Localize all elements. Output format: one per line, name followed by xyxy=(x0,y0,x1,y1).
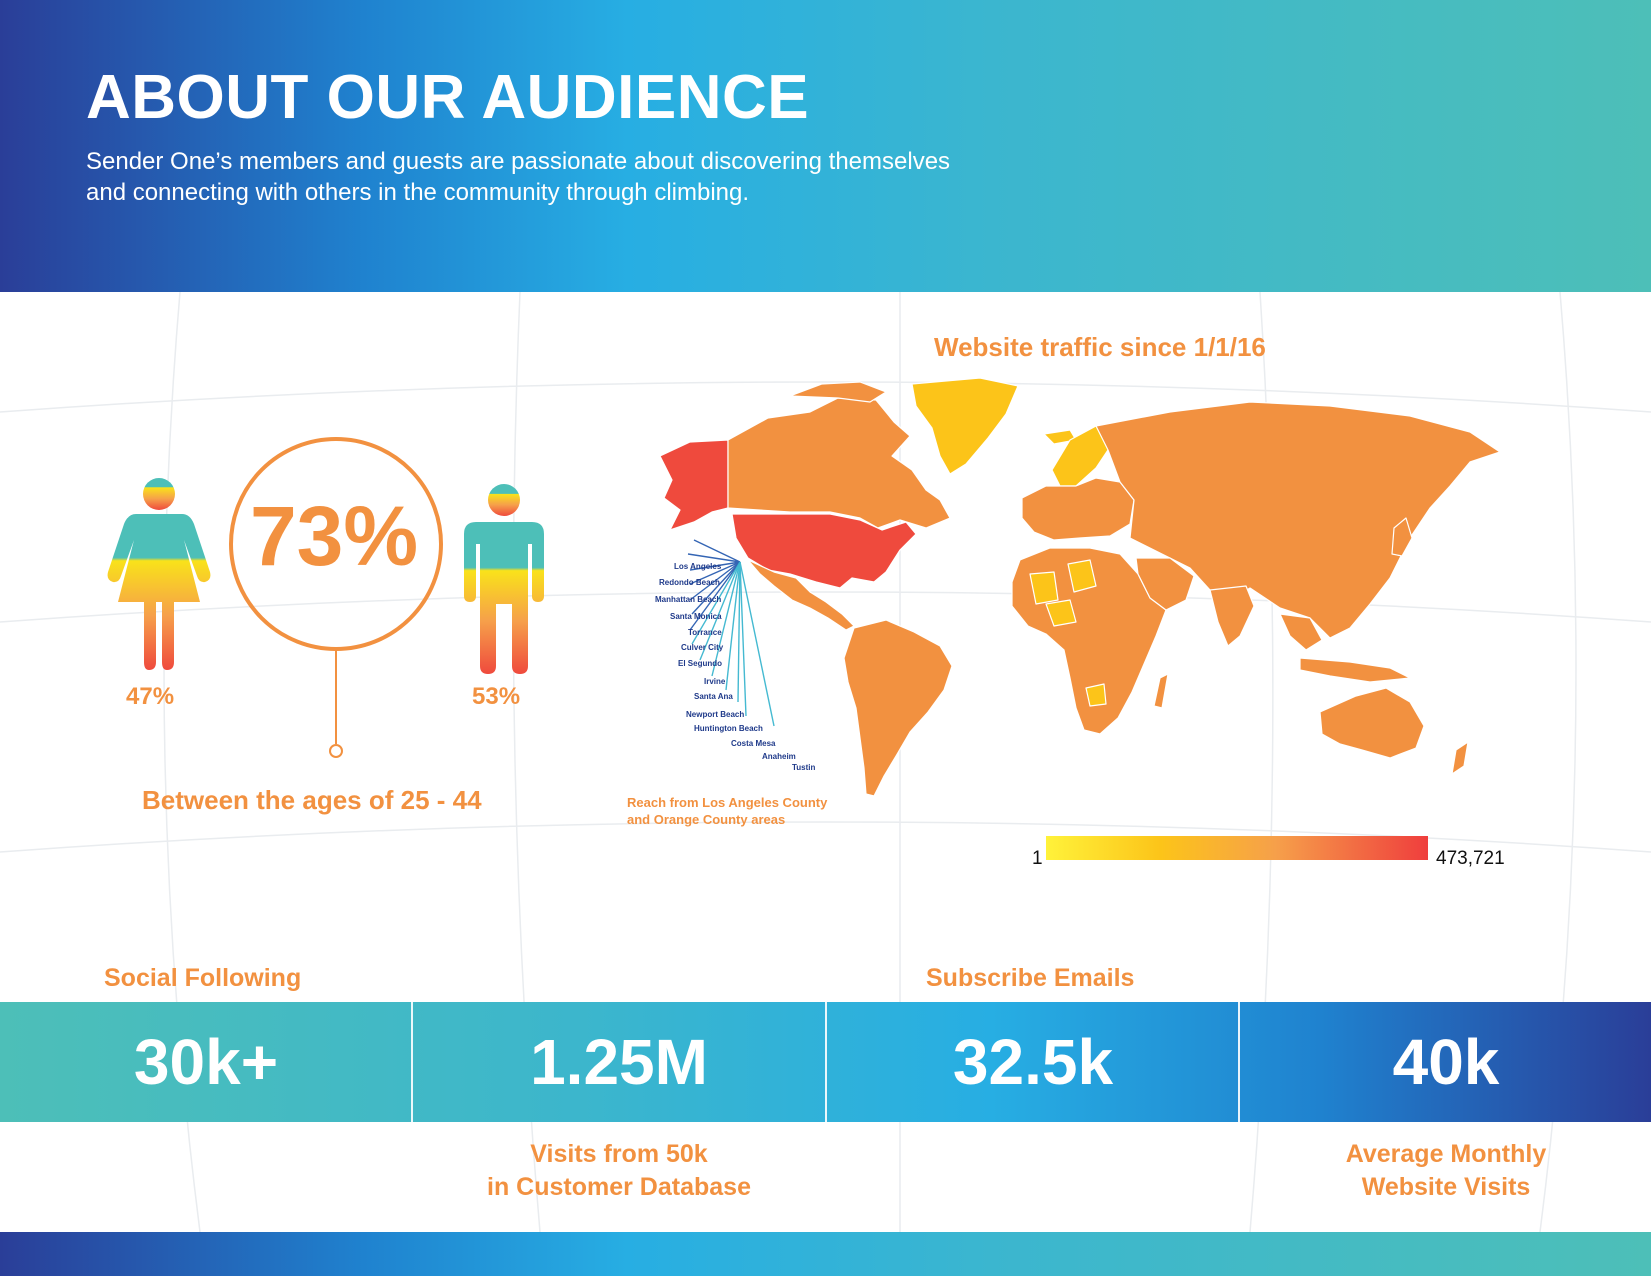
city-label: Manhattan Beach xyxy=(655,595,722,604)
subscribe-emails-label: Subscribe Emails xyxy=(926,964,1135,992)
female-icon xyxy=(107,478,211,670)
monthly-visits-value: 40k xyxy=(1392,1026,1500,1098)
male-icon xyxy=(464,484,544,674)
city-label: Culver City xyxy=(681,643,724,652)
male-percentage: 53% xyxy=(472,683,521,710)
city-label: Newport Beach xyxy=(686,710,745,719)
traffic-legend-bar xyxy=(1046,836,1428,860)
city-label: Santa Ana xyxy=(694,692,733,701)
reach-line-1: Reach from Los Angeles County xyxy=(627,795,828,810)
subscribe-emails-value: 32.5k xyxy=(952,1026,1114,1098)
page-title: ABOUT OUR AUDIENCE xyxy=(86,63,810,132)
city-label: Huntington Beach xyxy=(694,724,763,733)
social-following-label: Social Following xyxy=(104,964,302,992)
monthly-visits-label: Average Monthly Website Visits xyxy=(1240,1138,1651,1204)
monthly-visits-label-line-1: Average Monthly xyxy=(1345,1140,1547,1168)
customer-visits-label: Visits from 50k in Customer Database xyxy=(413,1138,825,1204)
percentage-ring xyxy=(229,437,443,758)
age-percentage: 73% xyxy=(249,489,419,583)
city-label: Tustin xyxy=(792,763,816,772)
stats-band: 30k+ 1.25M 32.5k 40k xyxy=(0,1002,1651,1122)
map-title: Website traffic since 1/1/16 xyxy=(934,332,1266,362)
world-map xyxy=(659,378,1501,797)
customer-visits-value: 1.25M xyxy=(530,1026,708,1098)
stat-divider xyxy=(411,1002,413,1122)
customer-visits-label-line-2: in Customer Database xyxy=(487,1173,751,1201)
city-label: Irvine xyxy=(704,677,726,686)
city-label: El Segundo xyxy=(678,659,722,668)
city-label: Torrance xyxy=(688,628,722,637)
age-caption: Between the ages of 25 - 44 xyxy=(142,785,482,815)
monthly-visits-label-line-2: Website Visits xyxy=(1361,1173,1531,1201)
city-label: Redondo Beach xyxy=(659,578,720,587)
legend-max-value: 473,721 xyxy=(1436,848,1505,869)
city-label: Costa Mesa xyxy=(731,739,776,748)
page-subtitle: Sender One’s members and guests are pass… xyxy=(86,148,951,206)
city-label: Santa Monica xyxy=(670,612,722,621)
city-label: Los Angeles xyxy=(674,562,722,571)
reach-line-2: and Orange County areas xyxy=(627,812,786,827)
stat-divider xyxy=(1238,1002,1240,1122)
legend-min-value: 1 xyxy=(1032,848,1043,869)
customer-visits-label-line-1: Visits from 50k xyxy=(530,1140,708,1168)
social-following-value: 30k+ xyxy=(133,1026,279,1098)
city-label: Anaheim xyxy=(762,752,796,761)
footer-bar xyxy=(0,1232,1651,1276)
reach-caption: Reach from Los Angeles County and Orange… xyxy=(627,794,827,828)
female-percentage: 47% xyxy=(126,683,175,710)
stat-divider xyxy=(825,1002,827,1122)
header-banner: ABOUT OUR AUDIENCE Sender One’s members … xyxy=(0,0,1651,292)
